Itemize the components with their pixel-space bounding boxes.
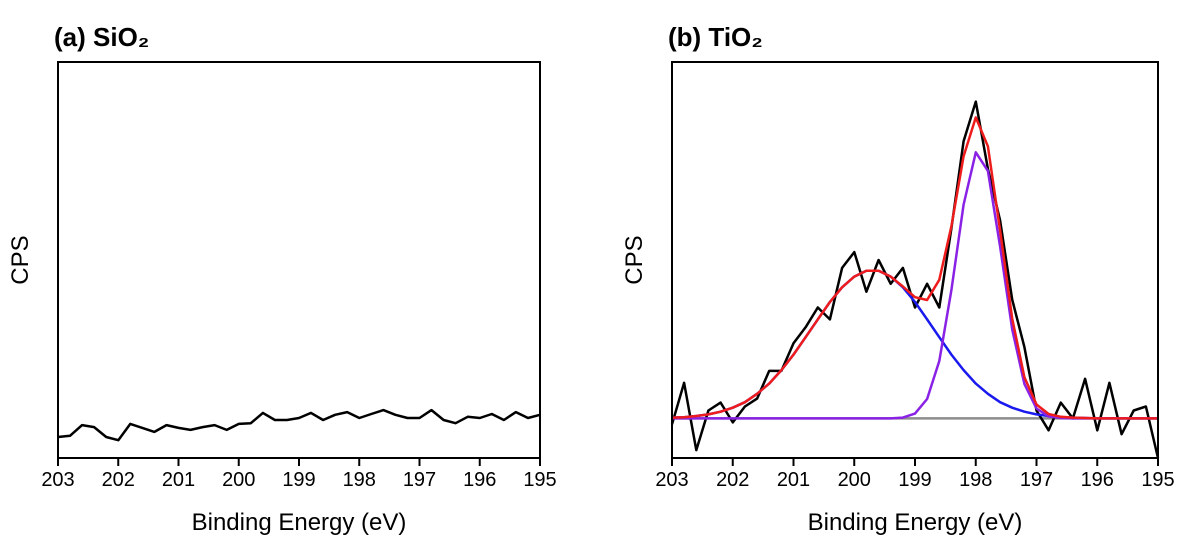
x-tick-label: 198 [959,469,992,491]
x-tick-label: 199 [282,469,315,491]
x-tick-label: 203 [655,469,688,491]
x-tick-label: 197 [1020,469,1053,491]
panel-title: (a) SiO₂ [54,22,149,52]
x-tick-label: 195 [523,469,556,491]
x-tick-label: 196 [1081,469,1114,491]
data-line [671,269,1158,420]
plot-frame [671,61,1159,459]
y-axis-label: CPS [7,235,34,284]
x-tick-label: 201 [162,469,195,491]
panel-title: (b) TiO₂ [668,22,763,52]
x-tick-label: 200 [222,469,255,491]
y-axis-label: CPS [621,235,648,284]
plot-frame [57,61,541,459]
x-tick-label: 195 [1141,469,1174,491]
data-line [57,408,541,442]
x-tick-label: 202 [716,469,749,491]
x-tick-label: 197 [403,469,436,491]
x-tick-label: 201 [777,469,810,491]
x-tick-label: 203 [41,469,74,491]
x-tick-label: 199 [898,469,931,491]
data-line [670,100,1160,459]
x-axis-label: Binding Energy (eV) [192,509,407,536]
x-axis-label: Binding Energy (eV) [808,509,1023,536]
x-tick-label: 202 [102,469,135,491]
data-line [671,116,1158,420]
x-tick-label: 196 [463,469,496,491]
x-tick-label: 200 [838,469,871,491]
x-tick-label: 198 [343,469,376,491]
